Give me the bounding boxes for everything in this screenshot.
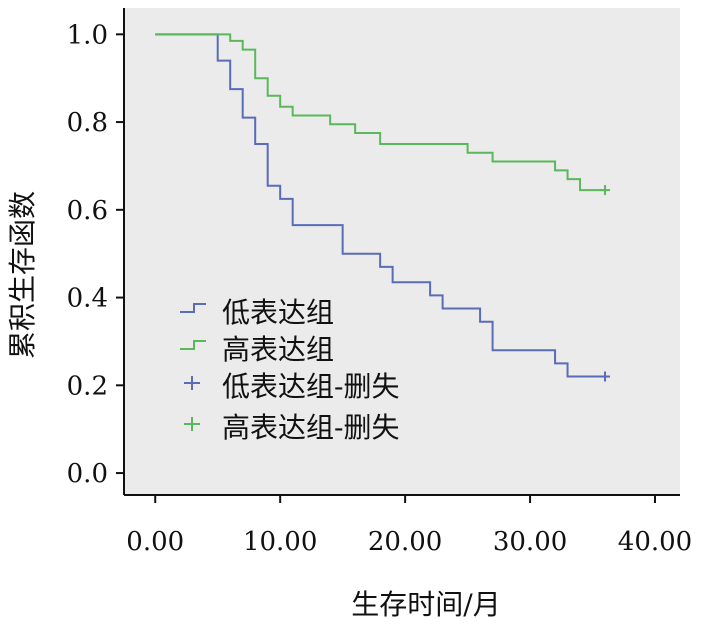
legend-line-icon <box>180 340 206 350</box>
x-tick-label: 0.00 <box>126 527 184 557</box>
y-tick-label: 1.0 <box>67 20 108 50</box>
series-line-low-expression <box>155 33 606 378</box>
censor-marker-high-expression <box>600 185 611 196</box>
ticks-layer: 0.00 10.00 20.00 30.00 40.00 0.0 0.2 0.4 0.6 0.8 1… <box>67 20 693 557</box>
y-tick-label: 0.2 <box>67 371 108 401</box>
legend-censor-icon <box>184 376 200 390</box>
series-layer <box>155 33 611 382</box>
x-tick-label: 10.00 <box>243 527 317 557</box>
y-tick-label: 0.6 <box>67 196 108 226</box>
x-tick-label: 20.00 <box>368 527 442 557</box>
legend-label: 低表达组-删失 <box>222 370 399 403</box>
plot-background <box>124 8 680 495</box>
legend-censor-icon <box>184 417 200 431</box>
x-tick-label: 40.00 <box>618 527 692 557</box>
y-tick-label: 0.4 <box>67 284 108 314</box>
y-tick-label: 0.0 <box>67 459 108 489</box>
y-tick-label: 0.8 <box>67 108 108 138</box>
censor-marker-low-expression <box>600 371 611 382</box>
legend-line-icon <box>180 303 206 313</box>
series-line-high-expression <box>155 33 606 192</box>
legend-label: 高表达组 <box>222 333 334 366</box>
y-axis-title: 累积生存函数 <box>6 191 39 359</box>
x-axis-title: 生存时间/月 <box>351 588 500 621</box>
legend-label: 高表达组-删失 <box>222 411 399 444</box>
legend-label: 低表达组 <box>222 296 334 329</box>
x-tick-label: 30.00 <box>493 527 567 557</box>
